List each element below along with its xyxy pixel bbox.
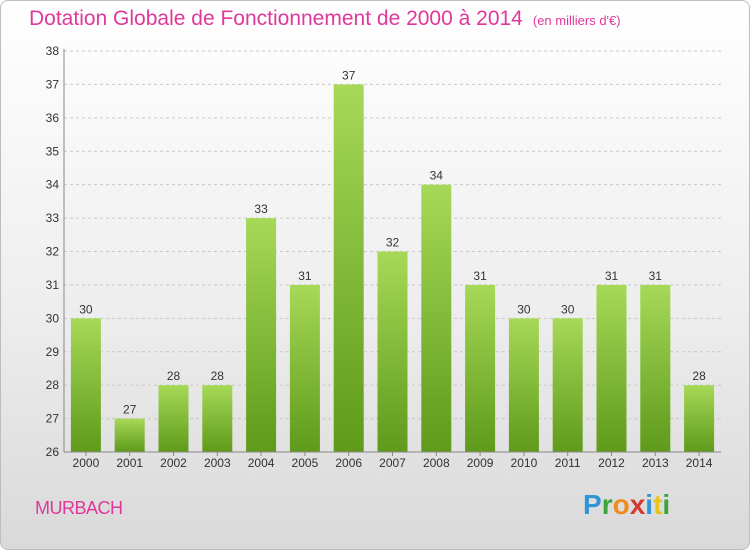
y-tick-label: 32 [46,245,60,259]
value-label: 28 [167,369,181,383]
bar-2003 [202,385,233,452]
bar-2008 [421,184,452,452]
bar-2012 [596,284,627,452]
x-tick-label: 2011 [555,456,581,470]
x-tick-label: 2001 [116,456,143,470]
bar-2007 [377,251,408,452]
bar-2005 [289,284,320,452]
chart-title-text: Dotation Globale de Fonctionnement de 20… [29,7,523,30]
bar-2014 [684,385,715,452]
value-label: 31 [649,269,663,283]
value-label: 30 [561,302,575,316]
logo-letter: i [645,489,654,520]
x-tick-label: 2014 [686,456,713,470]
proxiti-logo: Proxiti [583,489,670,521]
y-tick-label: 27 [46,412,60,426]
logo-letter: o [612,489,630,520]
axes [63,49,721,453]
bar-2001 [114,418,145,452]
x-tick-label: 2000 [73,456,100,470]
x-tick-label: 2002 [160,456,187,470]
y-tick-label: 33 [46,211,60,225]
bar-2006 [333,84,364,453]
y-tick-label: 38 [46,44,60,58]
bars [70,84,715,453]
y-tick-label: 28 [46,378,60,392]
x-tick-label: 2009 [467,456,494,470]
logo-letter: r [601,489,613,520]
logo-letter: P [583,489,602,520]
value-label: 30 [79,302,93,316]
y-tick-label: 37 [46,77,60,91]
logo-letter: x [629,489,646,520]
x-tick-label: 2004 [248,456,275,470]
chart-subtitle: (en milliers d'€) [532,13,621,28]
bar-2004 [246,218,277,452]
y-tick-label: 30 [46,311,60,325]
x-tick-label: 2008 [423,456,450,470]
bar-2011 [552,318,583,452]
y-tick-label: 31 [46,278,60,292]
value-label: 37 [342,68,356,82]
value-label: 28 [692,369,706,383]
y-tick-label: 34 [46,178,60,192]
x-tick-label: 2013 [642,456,669,470]
x-tick-label: 2010 [511,456,538,470]
bar-2013 [640,284,671,452]
x-tick-label: 2012 [598,456,625,470]
value-label: 31 [473,269,487,283]
y-tick-label: 29 [46,345,60,359]
y-tick-label: 35 [46,144,60,158]
bar-2010 [508,318,539,452]
y-tick-label: 26 [46,445,60,459]
value-label: 34 [430,169,444,183]
value-label: 30 [517,302,531,316]
value-label: 33 [254,202,268,216]
logo-letter: i [662,489,671,520]
x-tick-label: 2003 [204,456,231,470]
y-axis-labels: 26 27 28 29 30 31 32 33 34 35 36 37 38 [46,44,60,459]
y-tick-label: 36 [46,111,60,125]
x-tick-label: 2006 [335,456,362,470]
bar-2002 [158,385,189,452]
value-label: 31 [605,269,619,283]
x-tick-label: 2007 [379,456,406,470]
commune-name: MURBACH [35,498,123,518]
chart-title: Dotation Globale de Fonctionnement de 20… [29,7,621,31]
value-label: 32 [386,236,400,250]
bar-2000 [70,318,101,452]
value-labels: 30 27 28 28 33 31 37 32 34 31 30 30 31 31 28 [79,68,706,416]
x-tick-label: 2005 [292,456,319,470]
value-label: 31 [298,269,312,283]
logo-letter: t [653,489,663,520]
value-label: 28 [211,369,225,383]
bar-2009 [465,284,496,452]
x-axis-labels: 2000 2001 2002 2003 2004 2005 2006 2007 2008 2009… [73,452,713,470]
value-label: 27 [123,403,137,417]
